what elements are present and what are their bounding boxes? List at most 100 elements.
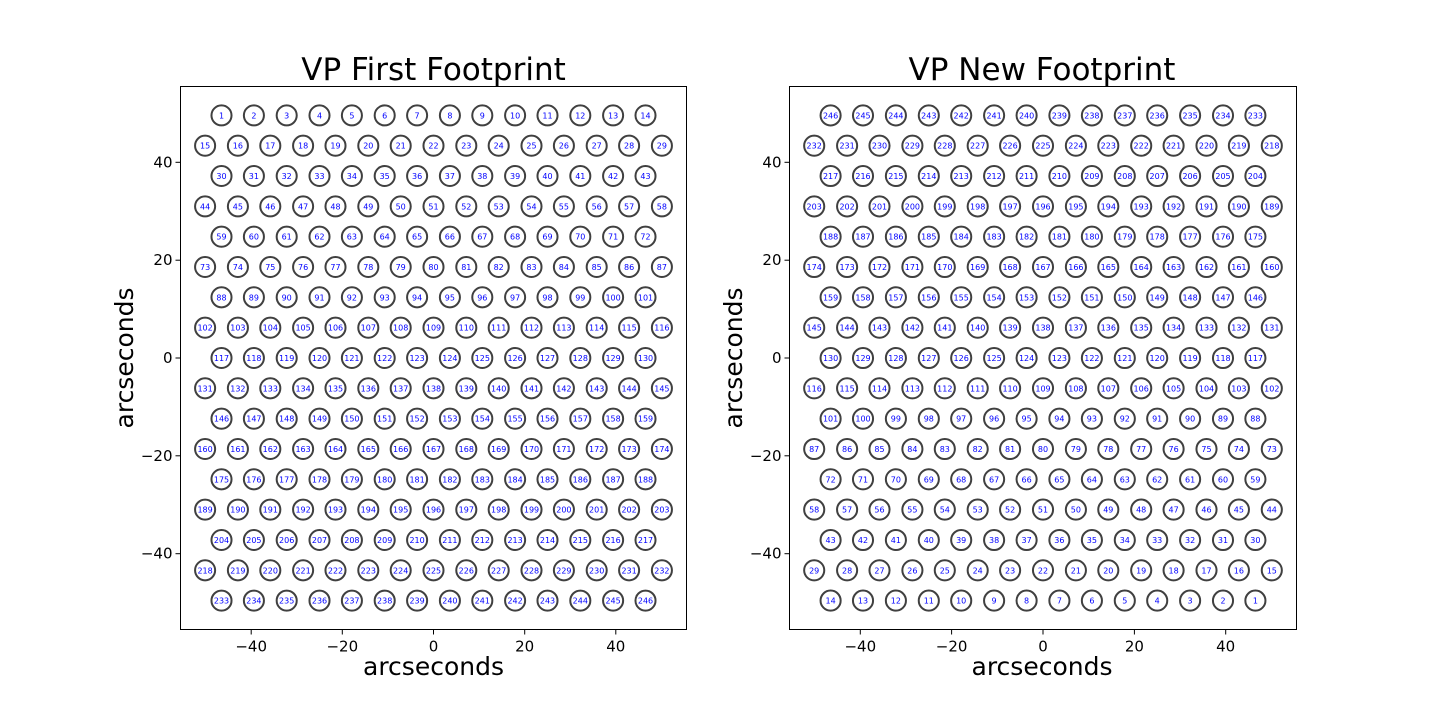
fiber-65: 65	[1048, 468, 1071, 491]
fiber-138: 138	[1031, 316, 1055, 339]
fiber-label: 108	[1068, 384, 1083, 393]
fiber-circle	[585, 437, 608, 461]
fiber-circle	[868, 559, 891, 582]
fiber-label: 71	[608, 233, 618, 242]
fiber-label: 167	[1035, 263, 1050, 272]
fiber-175: 175	[1244, 225, 1267, 248]
fiber-circle	[406, 407, 429, 430]
fiber-22: 22	[422, 134, 445, 157]
fiber-168: 168	[999, 255, 1022, 279]
fiber-circle	[1162, 377, 1185, 400]
fiber-118: 118	[242, 346, 265, 370]
fiber-236: 236	[1146, 104, 1169, 127]
fiber-105: 105	[1162, 377, 1185, 400]
fiber-label: 148	[279, 415, 294, 424]
fiber-label: 226	[459, 566, 474, 575]
fiber-label: 51	[1038, 506, 1048, 515]
fiber-148: 148	[1179, 286, 1202, 309]
fiber-66: 66	[438, 225, 461, 248]
fiber-circle	[1015, 589, 1038, 612]
fiber-label: 113	[905, 384, 920, 393]
fiber-label: 172	[589, 445, 604, 454]
fiber-circle	[1015, 164, 1038, 188]
fiber-label: 192	[1166, 202, 1181, 211]
fiber-label: 238	[377, 597, 392, 606]
fiber-circle	[520, 195, 543, 218]
fiber-71: 71	[602, 225, 625, 248]
fiber-circle	[1113, 104, 1136, 127]
fiber-circle	[357, 498, 380, 521]
fiber-79: 79	[389, 255, 412, 279]
fiber-95: 95	[438, 286, 461, 309]
fiber-label: 137	[393, 384, 408, 393]
fiber-96: 96	[983, 407, 1006, 430]
fiber-label: 214	[921, 172, 936, 181]
fiber-166: 166	[1064, 255, 1087, 279]
fiber-circle	[308, 225, 331, 248]
fiber-label: 21	[396, 142, 406, 151]
fiber-label: 169	[491, 445, 506, 454]
fiber-label: 135	[1134, 324, 1149, 333]
fiber-label: 98	[924, 415, 934, 424]
fiber-label: 244	[573, 597, 588, 606]
fiber-circle	[324, 134, 347, 157]
fiber-25: 25	[520, 134, 543, 157]
fiber-39: 39	[504, 164, 527, 188]
fiber-134: 134	[1162, 316, 1185, 339]
fiber-circle	[242, 346, 265, 370]
fiber-label: 181	[1052, 233, 1067, 242]
fiber-circle	[933, 134, 956, 157]
fiber-label: 84	[907, 445, 917, 454]
fiber-circle	[1080, 104, 1103, 127]
fiber-circle	[1031, 437, 1055, 461]
fiber-38: 38	[471, 164, 494, 188]
fiber-245: 245	[602, 589, 625, 612]
fiber-21: 21	[389, 134, 412, 157]
fiber-label: 213	[954, 172, 969, 181]
fiber-circle	[933, 437, 956, 461]
fiber-circle	[901, 195, 924, 218]
fiber-label: 163	[295, 445, 310, 454]
fiber-label: 99	[575, 293, 585, 302]
fiber-circle	[275, 407, 298, 430]
fiber-158: 158	[851, 286, 875, 309]
fiber-circle	[917, 286, 940, 309]
fiber-label: 242	[507, 597, 522, 606]
fiber-214: 214	[917, 164, 940, 188]
fiber-circle	[422, 255, 445, 279]
fiber-circle	[194, 195, 217, 218]
fiber-label: 139	[459, 384, 474, 393]
fiber-85: 85	[868, 437, 891, 461]
fiber-label: 73	[200, 263, 210, 272]
fiber-24: 24	[487, 134, 510, 157]
fiber-circle	[851, 589, 875, 612]
fiber-circle	[1031, 498, 1055, 521]
fiber-circle	[1048, 104, 1071, 127]
fiber-circle	[884, 589, 907, 612]
fiber-label: 14	[826, 597, 836, 606]
fiber-label: 133	[263, 384, 278, 393]
fiber-circle	[226, 316, 249, 339]
fiber-label: 208	[344, 536, 359, 545]
fiber-label: 3	[284, 111, 289, 120]
fiber-181: 181	[406, 468, 429, 491]
fiber-222: 222	[1130, 134, 1153, 157]
fiber-label: 162	[263, 445, 278, 454]
fiber-circle	[1113, 286, 1136, 309]
fiber-circle	[602, 164, 625, 188]
fiber-86: 86	[836, 437, 859, 461]
fiber-70: 70	[569, 225, 592, 248]
fiber-label: 69	[542, 233, 552, 242]
fiber-circle	[194, 377, 217, 400]
fiber-label: 155	[507, 415, 522, 424]
fiber-195: 195	[1064, 195, 1087, 218]
fiber-label: 23	[461, 142, 471, 151]
fiber-circle	[1162, 255, 1185, 279]
fiber-label: 60	[249, 233, 259, 242]
fiber-circle	[504, 528, 527, 552]
fiber-label: 191	[1199, 202, 1214, 211]
fiber-217: 217	[819, 164, 842, 188]
fiber-circle	[966, 437, 989, 461]
fiber-label: 230	[589, 566, 604, 575]
fiber-label: 79	[396, 263, 406, 272]
